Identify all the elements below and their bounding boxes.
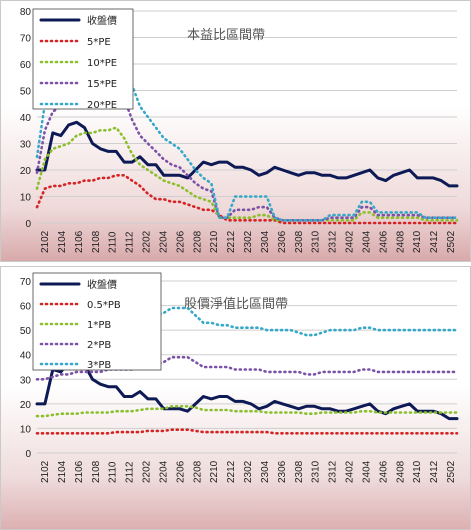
x-tick-label: 2306: [277, 230, 288, 253]
x-tick-label: 2202: [142, 230, 153, 253]
series-line: [35, 306, 459, 344]
x-tick-label: 2502: [446, 230, 457, 253]
legend-label: 收盤價: [87, 14, 117, 27]
x-tick-label: 2208: [192, 230, 203, 253]
x-tick-label: 2412: [429, 230, 440, 253]
y-tick-label: 30: [20, 140, 32, 151]
legend-label: 收盤價: [87, 278, 117, 291]
legend-label: 0.5*PB: [87, 300, 121, 311]
x-tick-label: 2112: [125, 231, 136, 253]
y-tick-label: 10: [20, 424, 32, 435]
series-line: [35, 428, 459, 435]
legend-label: 1*PB: [87, 320, 111, 331]
pe-band-chart: 0 10 20 30 40 50 60 70 80 本益比區間帶 2102 2104 2106 2108 2…: [20, 7, 459, 253]
x-tick-label: 2104: [57, 460, 68, 483]
x-tick-label: 2212: [226, 230, 237, 253]
x-tick-label: 2212: [226, 460, 237, 483]
x-tick-label: 2102: [40, 460, 51, 483]
x-tick-label: 2308: [294, 230, 305, 253]
y-tick-label: 30: [20, 375, 32, 386]
x-tick-label: 2208: [192, 460, 203, 483]
x-tick-label: 2110: [108, 231, 119, 253]
x-tick-label: 2104: [57, 230, 68, 253]
y-tick-label: 50: [20, 326, 32, 337]
y-tick-label: 80: [20, 7, 32, 18]
x-tick-label: 2302: [243, 230, 254, 253]
y-tick-label: 50: [20, 87, 32, 98]
y-tick-label: 60: [20, 60, 32, 71]
x-tick-label: 2412: [429, 460, 440, 483]
x-tick-label: 2306: [277, 460, 288, 483]
x-tick-label: 2204: [158, 230, 169, 253]
x-tick-label: 2206: [175, 460, 186, 483]
x-tick-label: 2102: [40, 230, 51, 253]
x-tick-label: 2312: [328, 460, 339, 483]
x-tick-label: 2308: [294, 460, 305, 483]
x-tick-label: 2304: [260, 230, 271, 253]
x-tick-label: 2112: [125, 461, 136, 483]
y-tick-label: 70: [20, 34, 32, 45]
x-tick-label: 2402: [345, 460, 356, 483]
x-tick-label: 2310: [311, 230, 322, 253]
legend-label: 20*PE: [87, 100, 117, 111]
series-line: [35, 405, 459, 418]
x-tick-label: 2406: [378, 230, 389, 253]
x-tick-label: 2304: [260, 460, 271, 483]
x-tick-label: 2408: [395, 230, 406, 253]
legend-box: [32, 272, 162, 371]
y-tick-label: 20: [20, 166, 32, 177]
legend-label: 15*PE: [87, 79, 117, 90]
x-tick-label: 2502: [446, 460, 457, 483]
x-tick-label: 2210: [209, 460, 220, 483]
series-line: [35, 126, 459, 222]
x-tick-label: 2404: [361, 230, 372, 253]
x-tick-label: 2310: [311, 460, 322, 483]
x-tick-label: 2406: [378, 460, 389, 483]
pe-band-chart-panel: 0 10 20 30 40 50 60 70 80 本益比區間帶 2102 2104 2106 2108 2…: [0, 0, 471, 262]
y-tick-label: 20: [20, 400, 32, 411]
x-tick-label: 2202: [142, 460, 153, 483]
x-tick-label: 2210: [209, 230, 220, 253]
x-tick-label: 2110: [108, 461, 119, 483]
x-tick-label: 2410: [412, 460, 423, 483]
y-tick-label: 40: [20, 351, 32, 362]
x-tick-label: 2206: [175, 230, 186, 253]
x-tick-label: 2408: [395, 460, 406, 483]
y-tick-label: 0: [25, 449, 31, 460]
chart-title: 本益比區間帶: [187, 28, 265, 43]
legend-label: 3*PB: [87, 360, 111, 371]
y-tick-label: 10: [20, 193, 32, 204]
x-tick-label: 2106: [74, 460, 85, 483]
pb-band-chart-panel: 0 10 20 30 40 50 60 70 股價淨值比區間帶 2102 2104 2106 2108 2…: [0, 266, 471, 530]
x-tick-label: 2204: [158, 460, 169, 483]
series-line: [35, 174, 459, 225]
x-tick-label: 2404: [361, 460, 372, 483]
pb-band-chart: 0 10 20 30 40 50 60 70 股價淨值比區間帶 2102 2104 2106 2108 2…: [20, 272, 459, 483]
x-tick-label: 2108: [91, 460, 102, 483]
x-tick-label: 2302: [243, 460, 254, 483]
legend-label: 2*PB: [87, 340, 111, 351]
y-tick-label: 40: [20, 113, 32, 124]
x-tick-label: 2106: [74, 230, 85, 253]
y-tick-label: 70: [20, 277, 32, 288]
y-tick-label: 60: [20, 302, 32, 313]
legend-box: [32, 8, 134, 110]
y-tick-label: 0: [25, 219, 31, 230]
series-line: [35, 33, 459, 222]
chart-title: 股價淨值比區間帶: [184, 296, 288, 312]
x-tick-label: 2410: [412, 230, 423, 253]
x-tick-label: 2312: [328, 230, 339, 253]
legend-label: 5*PE: [87, 37, 111, 48]
x-tick-label: 2402: [345, 230, 356, 253]
x-tick-label: 2108: [91, 230, 102, 253]
series-line: [35, 120, 459, 188]
legend-label: 10*PE: [87, 58, 117, 69]
